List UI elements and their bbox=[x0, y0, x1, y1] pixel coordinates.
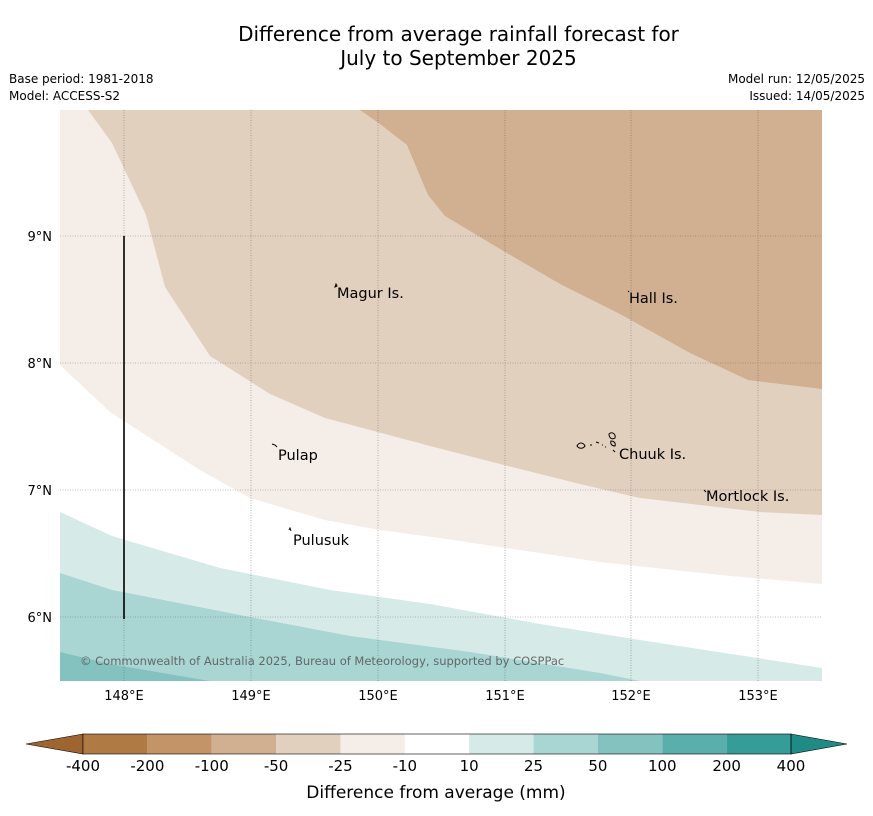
lat-label-9n: 9°N bbox=[28, 230, 53, 245]
place-label-magur: Magur Is. bbox=[337, 286, 404, 302]
lon-label-148e: 148°E bbox=[104, 689, 144, 704]
colorbar-tick-label: 25 bbox=[524, 757, 543, 775]
lat-label-6n: 6°N bbox=[28, 611, 53, 626]
colorbar-swatch bbox=[147, 734, 212, 754]
island-magur bbox=[334, 282, 338, 288]
colorbar-swatch bbox=[469, 734, 534, 754]
colorbar-swatch bbox=[662, 734, 727, 754]
colorbar-over-triangle bbox=[790, 733, 848, 755]
colorbar-tick-label: -200 bbox=[130, 757, 164, 775]
title-line-2: July to September 2025 bbox=[340, 46, 577, 70]
colorbar-swatch bbox=[276, 734, 341, 754]
colorbar-tick-label: 50 bbox=[588, 757, 607, 775]
lat-label-8n: 8°N bbox=[28, 357, 53, 372]
chart-title: Difference from average rainfall forecas… bbox=[0, 22, 873, 70]
colorbar-tick-label: -100 bbox=[195, 757, 229, 775]
lat-axis-labels: 9°N 8°N 7°N 6°N bbox=[28, 230, 53, 626]
band-wet-50-100 bbox=[60, 652, 210, 681]
colorbar-swatch bbox=[211, 734, 277, 754]
lon-label-153e: 153°E bbox=[738, 689, 778, 704]
colorbar-swatch bbox=[726, 734, 791, 754]
lon-axis-labels: 148°E 149°E 150°E 151°E 152°E 153°E bbox=[104, 689, 778, 704]
colorbar-tick-label: 200 bbox=[712, 757, 741, 775]
island-chuuk bbox=[576, 432, 616, 453]
title-line-1: Difference from average rainfall forecas… bbox=[238, 22, 679, 46]
place-label-hall: Hall Is. bbox=[629, 291, 678, 307]
colorbar-tick-labels: -400 -200 -100 -50 -25 -10 10 25 50 100 200 400 bbox=[66, 757, 805, 775]
island-pulusuk bbox=[288, 526, 292, 532]
place-labels: Magur Is. Hall Is. Pulap Chuuk Is. Mortl… bbox=[278, 286, 789, 549]
lon-label-150e: 150°E bbox=[358, 689, 398, 704]
colorbar-swatch bbox=[83, 734, 148, 754]
contour-fills bbox=[60, 110, 822, 681]
colorbar-tick-label: -25 bbox=[328, 757, 353, 775]
place-label-pulusuk: Pulusuk bbox=[293, 533, 350, 549]
lon-label-151e: 151°E bbox=[485, 689, 525, 704]
band-dry-50-100 bbox=[360, 110, 822, 389]
meta-right: Model run: 12/05/2025 Issued: 14/05/2025 bbox=[728, 71, 865, 105]
colorbar-tick-label: -50 bbox=[264, 757, 289, 775]
band-wet-25-50 bbox=[60, 573, 640, 681]
colorbar-under-triangle bbox=[25, 733, 84, 755]
copyright-text: © Commonwealth of Australia 2025, Bureau… bbox=[80, 654, 564, 668]
colorbar-tick-label: -10 bbox=[393, 757, 418, 775]
colorbar-outline bbox=[82, 733, 792, 755]
meta-left: Base period: 1981-2018 Model: ACCESS-S2 bbox=[9, 71, 154, 105]
island-hall bbox=[627, 290, 630, 293]
island-pulap bbox=[271, 443, 278, 448]
colorbar-swatch bbox=[533, 734, 598, 754]
forecast-map: Magur Is. Hall Is. Pulap Chuuk Is. Mortl… bbox=[28, 110, 822, 704]
lon-label-149e: 149°E bbox=[231, 689, 271, 704]
colorbar-swatch bbox=[340, 734, 405, 754]
colorbar-tick-label: 100 bbox=[648, 757, 677, 775]
island-mortlock bbox=[703, 489, 707, 493]
colorbar-label: Difference from average (mm) bbox=[306, 783, 565, 803]
base-period-text: Base period: 1981-2018 bbox=[9, 72, 154, 86]
island-outlines bbox=[271, 282, 707, 532]
colorbar-tick-label: 400 bbox=[777, 757, 806, 775]
place-label-pulap: Pulap bbox=[278, 448, 318, 464]
issued-text: Issued: 14/05/2025 bbox=[749, 89, 865, 103]
colorbar-swatches bbox=[25, 733, 848, 755]
colorbar-swatch bbox=[597, 734, 663, 754]
colorbar-tick-label: 10 bbox=[460, 757, 479, 775]
model-run-text: Model run: 12/05/2025 bbox=[727, 72, 865, 86]
lat-label-7n: 7°N bbox=[28, 484, 53, 499]
place-label-mortlock: Mortlock Is. bbox=[706, 489, 789, 505]
colorbar-swatch bbox=[404, 734, 470, 754]
place-label-chuuk: Chuuk Is. bbox=[619, 447, 686, 463]
colorbar-tick-label: -400 bbox=[66, 757, 100, 775]
model-text: Model: ACCESS-S2 bbox=[9, 89, 121, 103]
lon-label-152e: 152°E bbox=[611, 689, 651, 704]
